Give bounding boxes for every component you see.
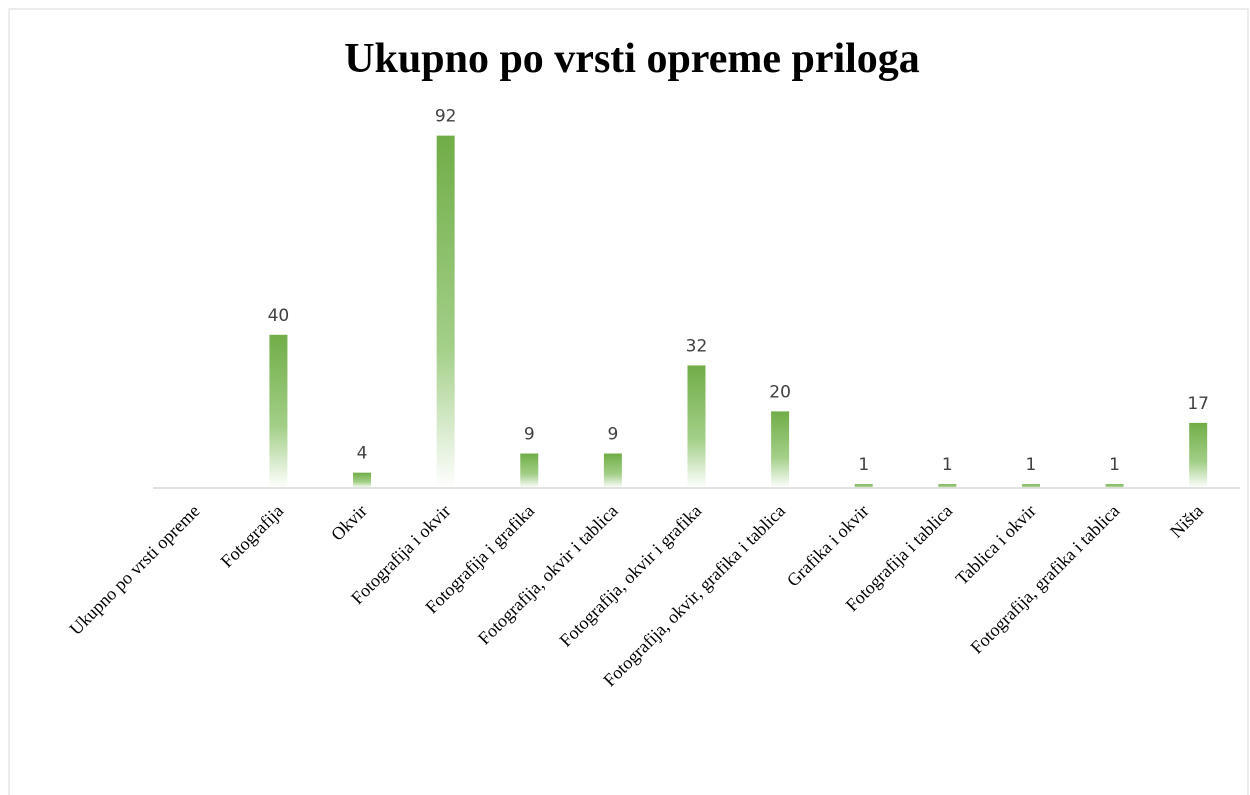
chart-border	[8, 8, 1249, 795]
data-label: 17	[1187, 394, 1209, 414]
bar	[938, 484, 957, 488]
data-label: 1	[1026, 455, 1037, 475]
x-tick-label: Ništa	[1166, 501, 1207, 542]
bar	[771, 411, 790, 488]
data-label: 92	[435, 107, 457, 127]
bar	[603, 453, 622, 488]
data-label: 1	[858, 455, 869, 475]
x-tick-label: Fotografija	[217, 501, 288, 572]
chart-title: Ukupno po vrsti opreme priloga	[344, 36, 920, 82]
x-tick-label: Tablica i okvir	[952, 501, 1040, 589]
x-tick-label: Okvir	[327, 501, 371, 545]
bar	[1021, 484, 1040, 488]
bar	[520, 453, 539, 488]
data-label: 32	[686, 336, 708, 356]
x-tick-label: Fotografija, grafika i tablica	[966, 501, 1123, 658]
bar	[687, 365, 706, 488]
data-label: 20	[769, 382, 791, 402]
data-label: 9	[524, 425, 535, 445]
bar	[1105, 484, 1124, 488]
data-label: 9	[607, 425, 618, 445]
bar	[854, 484, 873, 488]
bar	[1189, 422, 1208, 488]
bar	[436, 135, 455, 488]
x-tick-label: Ukupno po vrsti opreme	[65, 501, 203, 639]
data-label: 40	[268, 306, 290, 326]
data-label: 1	[1109, 455, 1120, 475]
x-tick-label: Fotografija, okvir i tablica	[474, 501, 622, 649]
data-label: 4	[357, 444, 368, 464]
x-tick-label: Fotografija, okvir i grafika	[555, 501, 705, 651]
bar	[353, 472, 372, 488]
bar	[269, 334, 288, 488]
x-tick-label: Grafika i okvir	[783, 501, 873, 591]
x-tick-label: Fotografija, okvir, grafika i tablica	[599, 501, 789, 691]
data-label: 1	[942, 455, 953, 475]
